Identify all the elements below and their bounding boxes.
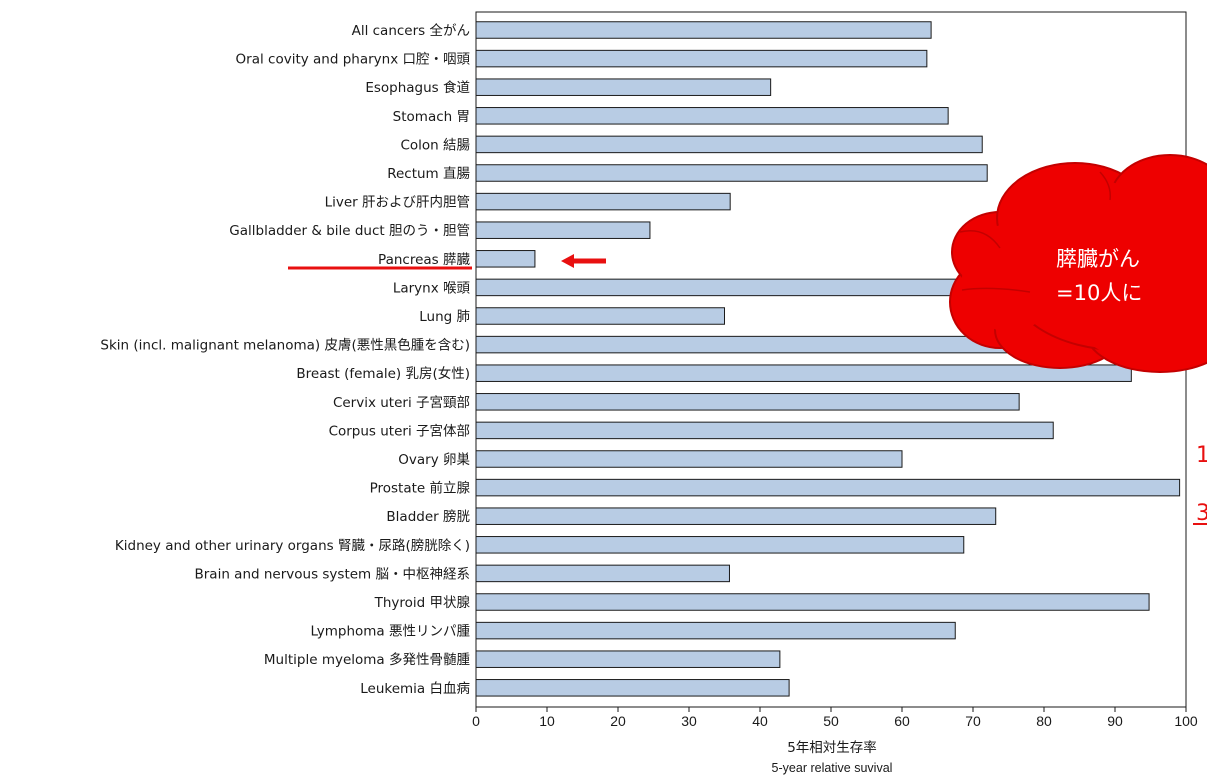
bar-16 [475,478,1181,497]
category-label-14: Corpus uteri 子宮体部 [329,423,470,439]
bar-7 [475,221,651,239]
bar-23 [475,679,790,697]
bar-13 [475,393,1020,411]
category-label-2: Esophagus 食道 [365,79,470,96]
category-label-6: Liver 肝および肝内胆管 [325,195,470,211]
bar-8 [475,250,536,268]
bar-18 [475,536,965,554]
category-label-10: Lung 肺 [419,309,470,325]
category-label-7: Gallbladder & bile duct 胆のう・胆管 [229,223,470,239]
bar-1 [475,49,928,68]
bar-14 [475,421,1054,440]
category-label-22: Multiple myeloma 多発性骨髄腫 [264,651,470,668]
bar-12 [475,364,1132,382]
bar-10 [475,307,725,325]
x-tick-label-4: 40 [752,713,768,729]
category-label-17: Bladder 膀胱 [386,508,470,525]
highlight-arrow [561,254,606,268]
category-label-18: Kidney and other urinary organs 腎臓・尿路(膀胱… [115,537,470,554]
x-axis: 0 10 20 30 40 50 60 70 80 90 100 [472,707,1198,729]
x-tick-label-3: 30 [681,713,697,729]
category-label-5: Rectum 直腸 [387,166,470,182]
x-axis-title-jp: 5年相対生存率 [787,739,877,756]
bar-6 [475,192,731,211]
x-tick-label-5: 50 [823,713,839,729]
bar-5 [475,164,988,182]
fragment-text-2: 3 [1196,501,1207,526]
x-tick-label-10: 100 [1174,713,1198,729]
bar-3 [475,107,949,125]
category-label-12: Breast (female) 乳房(女性) [296,365,470,382]
x-tick-label-0: 0 [472,713,480,729]
x-tick-label-9: 90 [1107,713,1123,729]
callout-text-line2: =10人に [1056,281,1142,305]
category-labels: All cancers 全がん Oral covity and pharynx 口… [100,22,470,697]
category-label-8: Pancreas 膵臓 [378,252,470,268]
callout-text-line1: 膵臓がん [1056,247,1140,271]
bar-0 [475,21,932,39]
x-tick-label-2: 20 [610,713,626,729]
bar-21 [475,621,956,640]
category-label-0: All cancers 全がん [352,22,470,39]
category-label-19: Brain and nervous system 脳・中枢神経系 [194,566,470,582]
bar-22 [475,650,781,668]
category-label-16: Prostate 前立腺 [370,480,471,497]
bar-17 [475,507,997,525]
category-label-11: Skin (incl. malignant melanoma) 皮膚(悪性黒色腫… [100,337,470,354]
bar-4 [475,135,983,154]
category-label-4: Colon 結腸 [400,137,470,153]
category-label-15: Ovary 卵巣 [398,452,470,468]
x-tick-label-1: 10 [539,713,555,729]
category-label-3: Stomach 胃 [393,109,470,125]
fragment-text-1: 1 [1196,443,1207,468]
x-tick-label-8: 80 [1036,713,1052,729]
x-tick-label-6: 60 [894,713,910,729]
bar-2 [475,78,772,96]
callout-cloud [949,154,1207,373]
bar-19 [475,564,730,583]
category-label-23: Leukemia 白血病 [360,681,470,697]
bar-20 [475,593,1150,611]
category-label-9: Larynx 喉頭 [393,280,471,296]
bar-15 [475,450,903,468]
x-axis-title-en: 5-year relative suvival [772,761,893,775]
x-tick-label-7: 70 [965,713,981,729]
category-label-21: Lymphoma 悪性リンパ腫 [310,624,470,640]
category-label-1: Oral covity and pharynx 口腔・咽頭 [236,52,471,68]
category-label-20: Thyroid 甲状腺 [374,595,471,611]
category-label-13: Cervix uteri 子宮頸部 [333,395,470,411]
